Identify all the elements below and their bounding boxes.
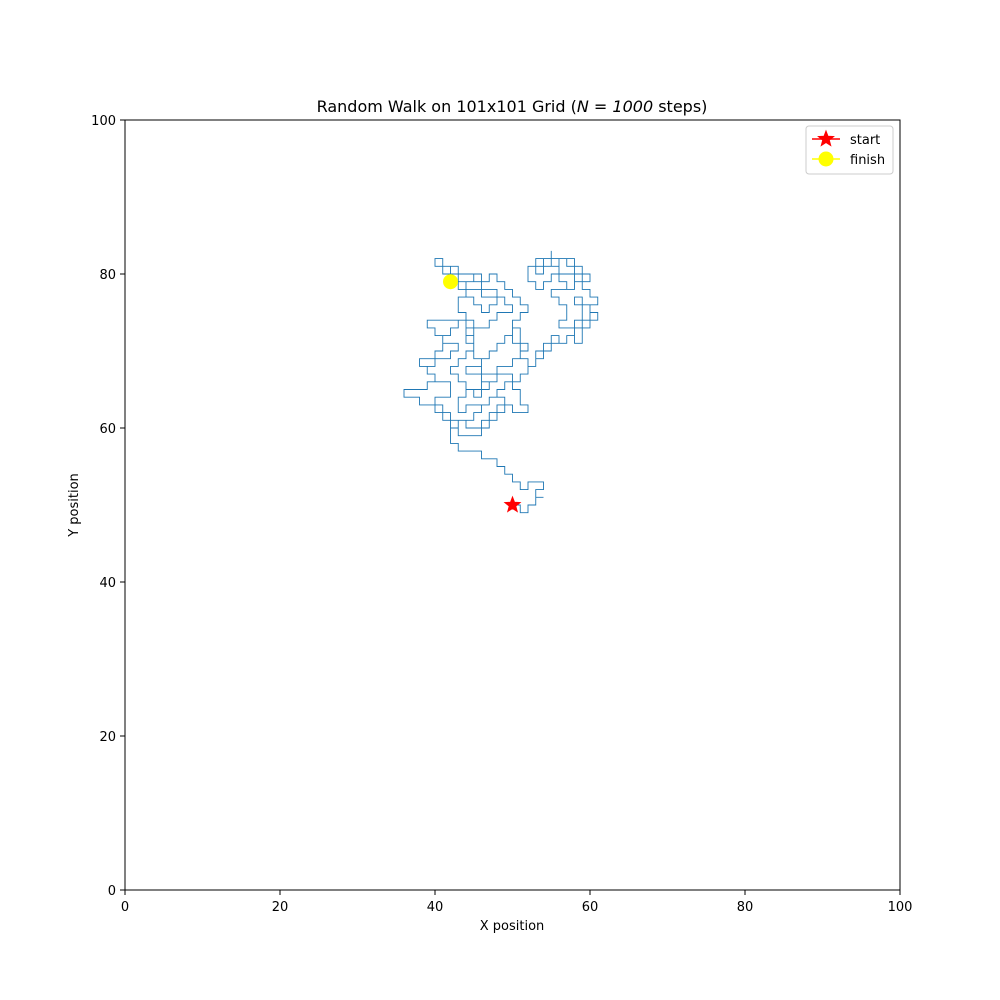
x-tick-label: 20	[272, 900, 289, 915]
legend-start-label: start	[850, 133, 880, 148]
legend-start-star-icon	[817, 129, 835, 147]
y-tick-label: 80	[99, 268, 116, 283]
chart-title-math: N = 1000	[577, 97, 653, 116]
chart-title-prefix: Random Walk on 101x101 Grid (	[317, 97, 577, 116]
x-tick-label: 100	[888, 900, 913, 915]
walk-path	[403, 250, 599, 514]
y-tick-label: 0	[108, 884, 116, 899]
marker-layer	[443, 274, 522, 513]
chart-title: Random Walk on 101x101 Grid (N = 1000 st…	[317, 97, 708, 116]
x-tick-label: 0	[121, 900, 129, 915]
legend-finish-label: finish	[850, 153, 885, 168]
x-tick-label: 60	[582, 900, 599, 915]
y-axis-label: Y position	[67, 473, 82, 538]
legend-finish-circle-icon	[818, 151, 834, 167]
axes-frame	[124, 119, 901, 891]
start-marker	[503, 495, 522, 513]
x-axis-label: X position	[480, 919, 545, 934]
legend: start finish	[805, 125, 894, 175]
y-tick-label: 40	[99, 576, 116, 591]
y-tick-label: 60	[99, 422, 116, 437]
y-tick-label: 20	[99, 730, 116, 745]
walk-path-layer	[403, 250, 599, 514]
x-tick-label: 40	[427, 900, 444, 915]
chart-title-suffix: steps)	[653, 97, 707, 116]
y-tick-label: 100	[91, 114, 116, 129]
finish-marker	[443, 274, 458, 290]
x-tick-label: 80	[737, 900, 754, 915]
axis-layer: 0 20 40 60 80 100 0 20 40 60 80 100	[91, 114, 912, 915]
